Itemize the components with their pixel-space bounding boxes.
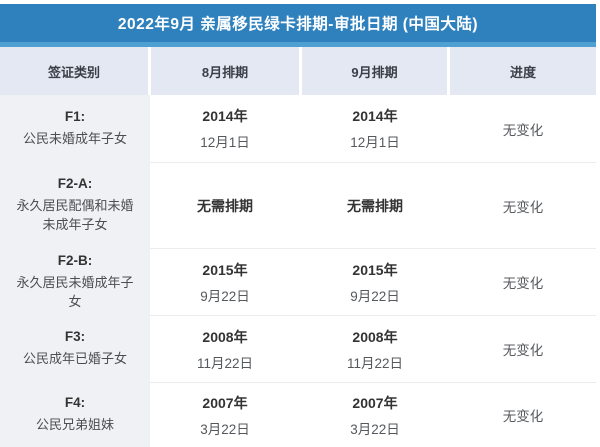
category-description: 公民兄弟姐妹 [35, 417, 114, 432]
cutoff-date: 12月1日 [350, 135, 400, 150]
category-description: 永久居民未婚成年子女 [16, 274, 134, 309]
progress-status: 无变化 [502, 343, 544, 358]
category-cell: F1: 公民未婚成年子女 [0, 95, 150, 162]
column-header-visa-category: 签证类别 [0, 47, 148, 95]
cutoff-year: 2014年 [202, 108, 248, 124]
september-cutoff-cell: 2008年 11月22日 [300, 315, 450, 382]
cutoff-date: 12月1日 [200, 135, 250, 150]
category-code: F1: [64, 109, 86, 124]
september-cutoff-cell: 2015年 9月22日 [300, 248, 450, 315]
august-cutoff-cell: 2014年 12月1日 [150, 95, 300, 162]
cutoff-status: 无需排期 [347, 197, 403, 214]
progress-cell: 无变化 [450, 248, 596, 315]
category-cell: F2-A: 永久居民配偶和未婚未成年子女 [0, 162, 150, 248]
column-header-progress: 进度 [450, 47, 596, 95]
category-code: F2-A: [57, 176, 93, 191]
cutoff-year: 2007年 [202, 394, 248, 411]
title-bar: 2022年9月 亲属移民绿卡排期-审批日期 (中国大陆) [0, 4, 596, 42]
september-cutoff-cell: 无需排期 [300, 162, 450, 248]
table-row-f1: F1: 公民未婚成年子女 2014年 12月1日 2014年 12月1日 无变化 [0, 95, 596, 162]
progress-cell: 无变化 [450, 382, 596, 447]
cutoff-year: 2008年 [352, 328, 398, 345]
category-cell: F4: 公民兄弟姐妹 [0, 382, 150, 447]
progress-cell: 无变化 [450, 162, 596, 248]
progress-status: 无变化 [502, 409, 544, 424]
august-cutoff-cell: 2007年 3月22日 [150, 382, 300, 447]
progress-status: 无变化 [502, 276, 544, 291]
cutoff-year: 2015年 [352, 261, 398, 278]
august-cutoff-cell: 2015年 9月22日 [150, 248, 300, 315]
cutoff-date: 3月22日 [200, 421, 250, 437]
category-description: 公民未婚成年子女 [22, 131, 127, 146]
category-code: F4: [64, 395, 86, 410]
table-row-f2b: F2-B: 永久居民未婚成年子女 2015年 9月22日 2015年 9月22日… [0, 248, 596, 315]
column-header-august-cutoff: 8月排期 [151, 47, 299, 95]
title-bar-accent-strip [0, 42, 596, 47]
table-row-f4: F4: 公民兄弟姐妹 2007年 3月22日 2007年 3月22日 无变化 [0, 382, 596, 447]
table-row-f2a: F2-A: 永久居民配偶和未婚未成年子女 无需排期 无需排期 无变化 [0, 162, 596, 248]
cutoff-date: 9月22日 [350, 288, 400, 304]
cutoff-year: 2014年 [352, 108, 398, 124]
category-cell: F3: 公民成年已婚子女 [0, 315, 150, 382]
category-code: F3: [64, 329, 86, 344]
visa-bulletin-table: 2022年9月 亲属移民绿卡排期-审批日期 (中国大陆) 签证类别 8月排期 9… [0, 4, 596, 447]
september-cutoff-cell: 2007年 3月22日 [300, 382, 450, 447]
progress-cell: 无变化 [450, 95, 596, 162]
column-header-september-cutoff: 9月排期 [302, 47, 447, 95]
cutoff-date: 9月22日 [200, 288, 250, 304]
category-description: 永久居民配偶和未婚未成年子女 [16, 198, 134, 232]
cutoff-date: 11月22日 [196, 355, 254, 371]
category-code: F2-B: [57, 252, 93, 268]
cutoff-date: 3月22日 [350, 421, 400, 437]
table-header-row: 签证类别 8月排期 9月排期 进度 [0, 47, 596, 95]
september-cutoff-cell: 2014年 12月1日 [300, 95, 450, 162]
progress-cell: 无变化 [450, 315, 596, 382]
cutoff-status: 无需排期 [197, 197, 253, 214]
cutoff-year: 2015年 [202, 261, 248, 278]
cutoff-date: 11月22日 [346, 355, 404, 371]
august-cutoff-cell: 2008年 11月22日 [150, 315, 300, 382]
cutoff-year: 2008年 [202, 328, 248, 345]
table-row-f3: F3: 公民成年已婚子女 2008年 11月22日 2008年 11月22日 无… [0, 315, 596, 382]
page-title: 2022年9月 亲属移民绿卡排期-审批日期 (中国大陆) [117, 16, 479, 33]
progress-status: 无变化 [502, 122, 544, 138]
august-cutoff-cell: 无需排期 [150, 162, 300, 248]
cutoff-year: 2007年 [352, 394, 398, 411]
category-description: 公民成年已婚子女 [22, 351, 127, 366]
progress-status: 无变化 [502, 199, 544, 215]
category-cell: F2-B: 永久居民未婚成年子女 [0, 248, 150, 315]
